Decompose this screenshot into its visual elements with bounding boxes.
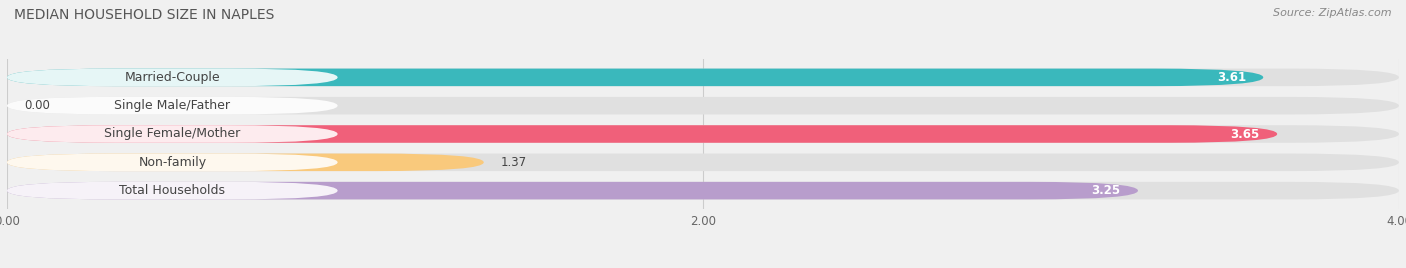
FancyBboxPatch shape: [7, 69, 1399, 86]
FancyBboxPatch shape: [7, 97, 337, 114]
FancyBboxPatch shape: [7, 154, 484, 171]
Text: 3.25: 3.25: [1091, 184, 1121, 197]
FancyBboxPatch shape: [7, 125, 337, 143]
Text: 3.65: 3.65: [1230, 128, 1260, 140]
Text: Single Female/Mother: Single Female/Mother: [104, 128, 240, 140]
FancyBboxPatch shape: [7, 182, 1399, 199]
Text: Single Male/Father: Single Male/Father: [114, 99, 231, 112]
Text: 3.61: 3.61: [1216, 71, 1246, 84]
FancyBboxPatch shape: [7, 125, 1399, 143]
FancyBboxPatch shape: [7, 154, 337, 171]
FancyBboxPatch shape: [7, 69, 1263, 86]
Text: 1.37: 1.37: [501, 156, 527, 169]
FancyBboxPatch shape: [7, 182, 1137, 199]
FancyBboxPatch shape: [7, 97, 1399, 114]
Text: MEDIAN HOUSEHOLD SIZE IN NAPLES: MEDIAN HOUSEHOLD SIZE IN NAPLES: [14, 8, 274, 22]
FancyBboxPatch shape: [7, 182, 337, 199]
Text: 0.00: 0.00: [24, 99, 51, 112]
Text: Source: ZipAtlas.com: Source: ZipAtlas.com: [1274, 8, 1392, 18]
Text: Non-family: Non-family: [138, 156, 207, 169]
Text: Total Households: Total Households: [120, 184, 225, 197]
FancyBboxPatch shape: [7, 125, 1277, 143]
Text: Married-Couple: Married-Couple: [125, 71, 221, 84]
FancyBboxPatch shape: [7, 154, 1399, 171]
FancyBboxPatch shape: [7, 69, 337, 86]
